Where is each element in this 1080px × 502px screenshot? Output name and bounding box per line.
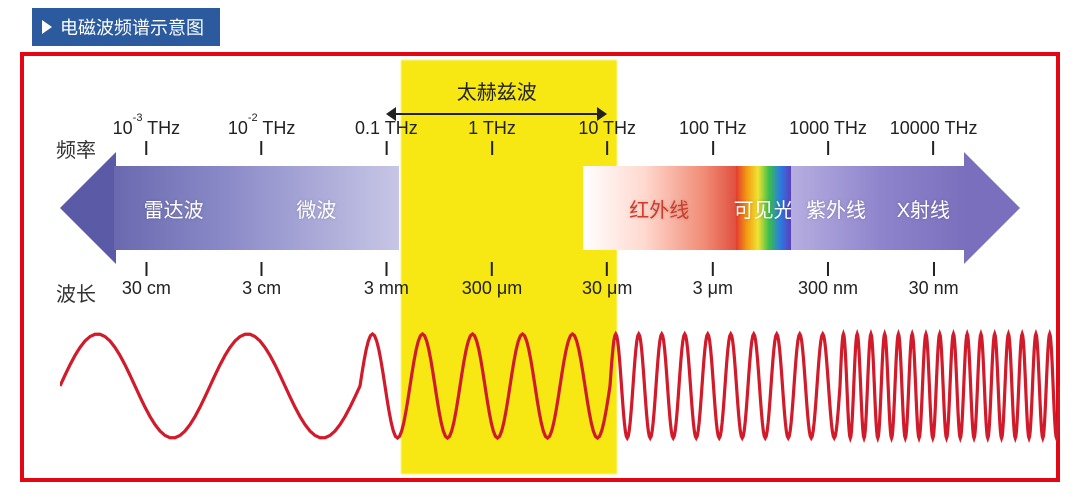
title-tab: 电磁波频谱示意图 <box>32 8 220 46</box>
spectrum-region: 紫外线 <box>791 166 880 250</box>
spectrum-arrow: 雷达波微波 红外线可见光紫外线X射线 <box>60 166 1020 250</box>
frequency-tick-label: 0.1 THz <box>355 118 418 139</box>
wavelength-tick: 30 cm <box>122 262 171 299</box>
wavelength-tick: 3 cm <box>242 262 281 299</box>
arrow-body: 雷达波微波 红外线可见光紫外线X射线 <box>114 166 966 250</box>
wavelength-tick: 300 nm <box>798 262 858 299</box>
arrow-left-head-icon <box>60 152 116 264</box>
diagram-frame: 太赫兹波 频率 10-3 THz 10-2 THz 0.1 THz 1 THz 10 T… <box>20 52 1060 482</box>
frequency-tick-label: 10-3 THz <box>113 118 180 139</box>
wavelength-tick: 30 μm <box>582 262 632 299</box>
diagram-content: 太赫兹波 频率 10-3 THz 10-2 THz 0.1 THz 1 THz 10 T… <box>24 56 1056 478</box>
tick-mark <box>712 262 714 276</box>
frequency-axis-label: 频率 <box>56 134 96 163</box>
spectrum-region: 雷达波 <box>114 166 233 250</box>
wavelength-axis: 波长 30 cm3 cm3 mm300 μm30 μm3 μm300 nm30 … <box>60 262 1020 310</box>
frequency-axis: 频率 10-3 THz10-2 THz0.1 THz1 THz10 THz100… <box>60 118 1020 166</box>
tick-mark <box>145 141 147 155</box>
spectrum-region: 微波 <box>233 166 399 250</box>
wavelength-axis-label: 波长 <box>56 278 96 307</box>
frequency-tick: 1 THz <box>468 118 516 155</box>
tick-mark <box>827 141 829 155</box>
spectrum-region: X射线 <box>881 166 966 250</box>
wavelength-tick-label: 300 μm <box>462 278 522 299</box>
spectrum-region: 可见光 <box>736 166 791 250</box>
tick-mark <box>933 262 935 276</box>
frequency-tick-label: 10-2 THz <box>228 118 295 139</box>
tick-mark <box>261 262 263 276</box>
tick-mark <box>491 262 493 276</box>
frequency-tick-label: 10 THz <box>578 118 636 139</box>
wavelength-tick-label: 3 mm <box>364 278 409 299</box>
thz-range-annotation: 太赫兹波 <box>386 76 607 121</box>
frequency-tick: 1000 THz <box>789 118 867 155</box>
tick-mark <box>385 262 387 276</box>
sine-path <box>60 334 1060 438</box>
tick-mark <box>712 141 714 155</box>
play-triangle-icon <box>42 20 52 34</box>
title-text: 电磁波频谱示意图 <box>60 14 204 40</box>
tick-mark <box>933 141 935 155</box>
thz-label: 太赫兹波 <box>457 76 537 105</box>
spectrum-region: 红外线 <box>583 166 736 250</box>
frequency-tick: 0.1 THz <box>355 118 418 155</box>
frequency-tick: 10-2 THz <box>228 118 295 155</box>
spectrum-region <box>399 166 582 250</box>
wavelength-tick-label: 300 nm <box>798 278 858 299</box>
frequency-tick-label: 1 THz <box>468 118 516 139</box>
tick-mark <box>606 141 608 155</box>
wavelength-tick: 3 mm <box>364 262 409 299</box>
frequency-tick: 100 THz <box>679 118 747 155</box>
frequency-tick: 10 THz <box>578 118 636 155</box>
wavelength-tick-label: 30 μm <box>582 278 632 299</box>
wavelength-tick-label: 30 cm <box>122 278 171 299</box>
frequency-tick-label: 10000 THz <box>890 118 978 139</box>
tick-mark <box>606 262 608 276</box>
tick-mark <box>491 141 493 155</box>
tick-mark <box>145 262 147 276</box>
wavelength-tick: 300 μm <box>462 262 522 299</box>
wavelength-tick-label: 3 μm <box>693 278 733 299</box>
sine-wave <box>60 316 1060 456</box>
frequency-tick: 10-3 THz <box>113 118 180 155</box>
frequency-tick-label: 1000 THz <box>789 118 867 139</box>
wavelength-tick-label: 3 cm <box>242 278 281 299</box>
tick-mark <box>261 141 263 155</box>
wavelength-tick: 3 μm <box>693 262 733 299</box>
arrow-right-head-icon <box>964 152 1020 264</box>
frequency-tick: 10000 THz <box>890 118 978 155</box>
wavelength-tick-label: 30 nm <box>909 278 959 299</box>
tick-mark <box>827 262 829 276</box>
frequency-tick-label: 100 THz <box>679 118 747 139</box>
wavelength-tick: 30 nm <box>909 262 959 299</box>
tick-mark <box>385 141 387 155</box>
